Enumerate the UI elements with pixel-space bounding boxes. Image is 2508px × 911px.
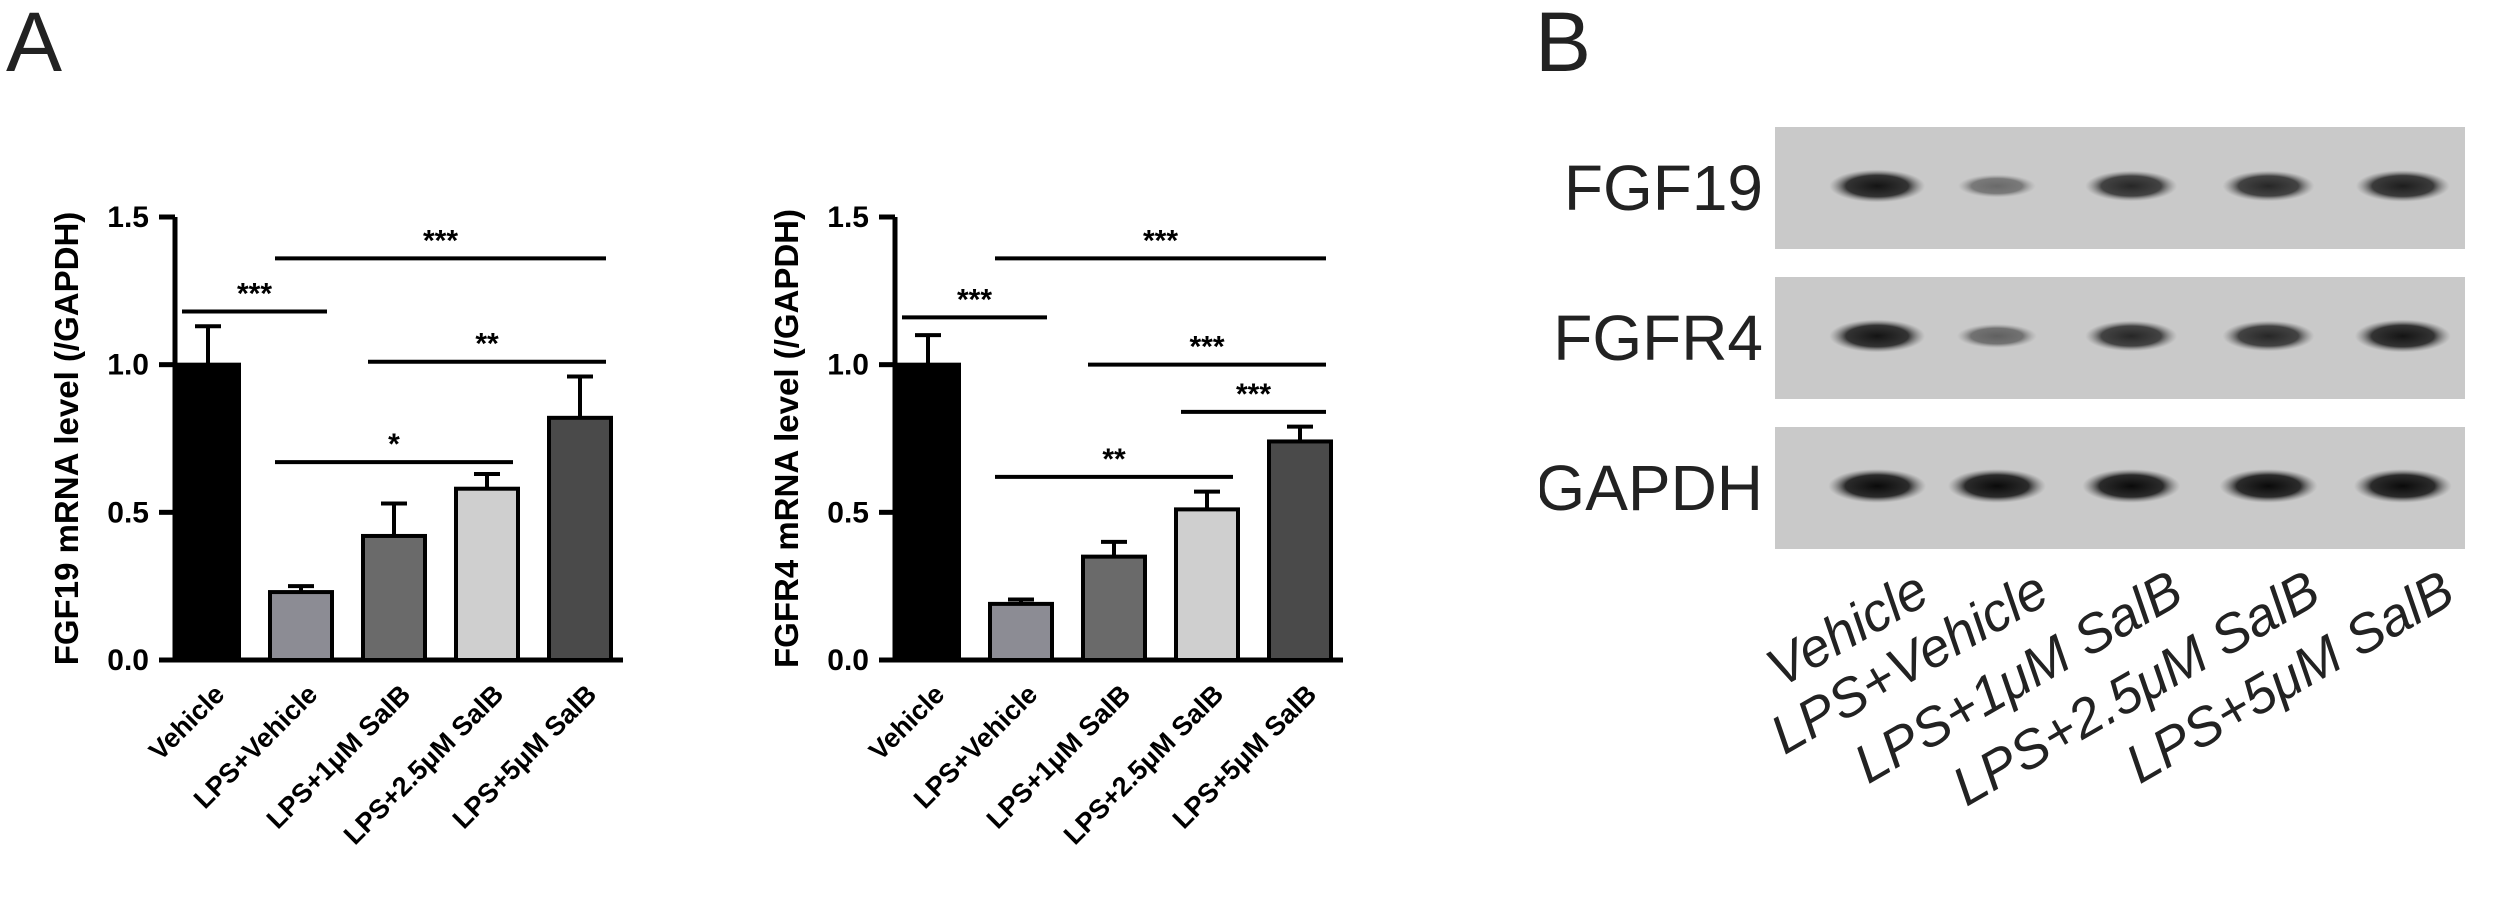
panel-label-a: A [6, 0, 63, 89]
y-tick-label: 0.5 [107, 496, 149, 529]
y-tick-label: 1.0 [107, 349, 149, 382]
blot-band [1957, 174, 2036, 198]
blot-band [2219, 469, 2318, 503]
bar [361, 533, 427, 663]
blot-band [2222, 320, 2315, 352]
significance-label: *** [237, 278, 272, 311]
y-tick-label: 0.0 [107, 644, 149, 677]
significance-label: *** [423, 224, 458, 257]
blot-band [2082, 469, 2181, 503]
blot-band [1829, 169, 1926, 203]
fgf19-bar-chart: 0.0 0.5 1.0 1.5 FGF19 mRNA level (/GAPDH) Veh… [48, 201, 623, 850]
y-tick-label: 1.0 [827, 349, 869, 382]
bar [1174, 507, 1240, 662]
x-tick-label: LPS+2.5μM SalB [338, 679, 509, 850]
fgfr4-bar-chart: 0.0 0.5 1.0 1.5 FGFR4 mRNA level (/GAPDH) Veh… [768, 201, 1343, 850]
blot-band [1947, 469, 2046, 503]
y-axis-label: FGF19 mRNA level (/GAPDH) [48, 212, 85, 666]
significance-label: * [388, 428, 400, 461]
bar [1267, 439, 1333, 662]
bar [895, 362, 961, 662]
y-tick-label: 0.5 [827, 496, 869, 529]
blot-band [1828, 469, 1927, 503]
panel-label-b: B [1535, 0, 1592, 89]
significance-label: *** [1189, 331, 1224, 364]
significance-label: *** [957, 283, 992, 316]
y-tick-label: 1.5 [107, 201, 149, 234]
blot-band [2353, 469, 2452, 503]
y-tick-label: 0.0 [827, 644, 869, 677]
bar [988, 601, 1054, 662]
significance-label: ** [475, 328, 499, 361]
blot-band [2222, 170, 2315, 202]
significance-label: *** [1236, 378, 1271, 411]
bar [1081, 554, 1147, 663]
blot-row-label: GAPDH [1540, 452, 1763, 524]
x-tick-label: Vehicle [863, 679, 950, 766]
blot-row-label: FGF19 [1564, 152, 1763, 224]
blot-band [2355, 170, 2450, 202]
significance-label: *** [1143, 224, 1178, 257]
bar [268, 590, 334, 662]
bar [547, 415, 613, 662]
bar [454, 486, 520, 662]
blot-band [2085, 170, 2178, 202]
blot-band [2354, 319, 2451, 353]
bar [175, 362, 241, 662]
x-tick-label: Vehicle [143, 679, 230, 766]
y-axis-label: FGFR4 mRNA level (/GAPDH) [768, 209, 805, 668]
y-tick-label: 1.5 [827, 201, 869, 234]
western-blot: FGF19FGFR4GAPDHVehicleLPS+VehicleLPS+1μM… [1540, 127, 2465, 818]
significance-label: ** [1102, 443, 1126, 476]
blot-band [1829, 319, 1926, 353]
x-tick-label: LPS+2.5μM SalB [1058, 679, 1229, 850]
blot-band [1956, 323, 2037, 349]
blot-band [2085, 320, 2178, 352]
blot-row-label: FGFR4 [1553, 302, 1763, 374]
